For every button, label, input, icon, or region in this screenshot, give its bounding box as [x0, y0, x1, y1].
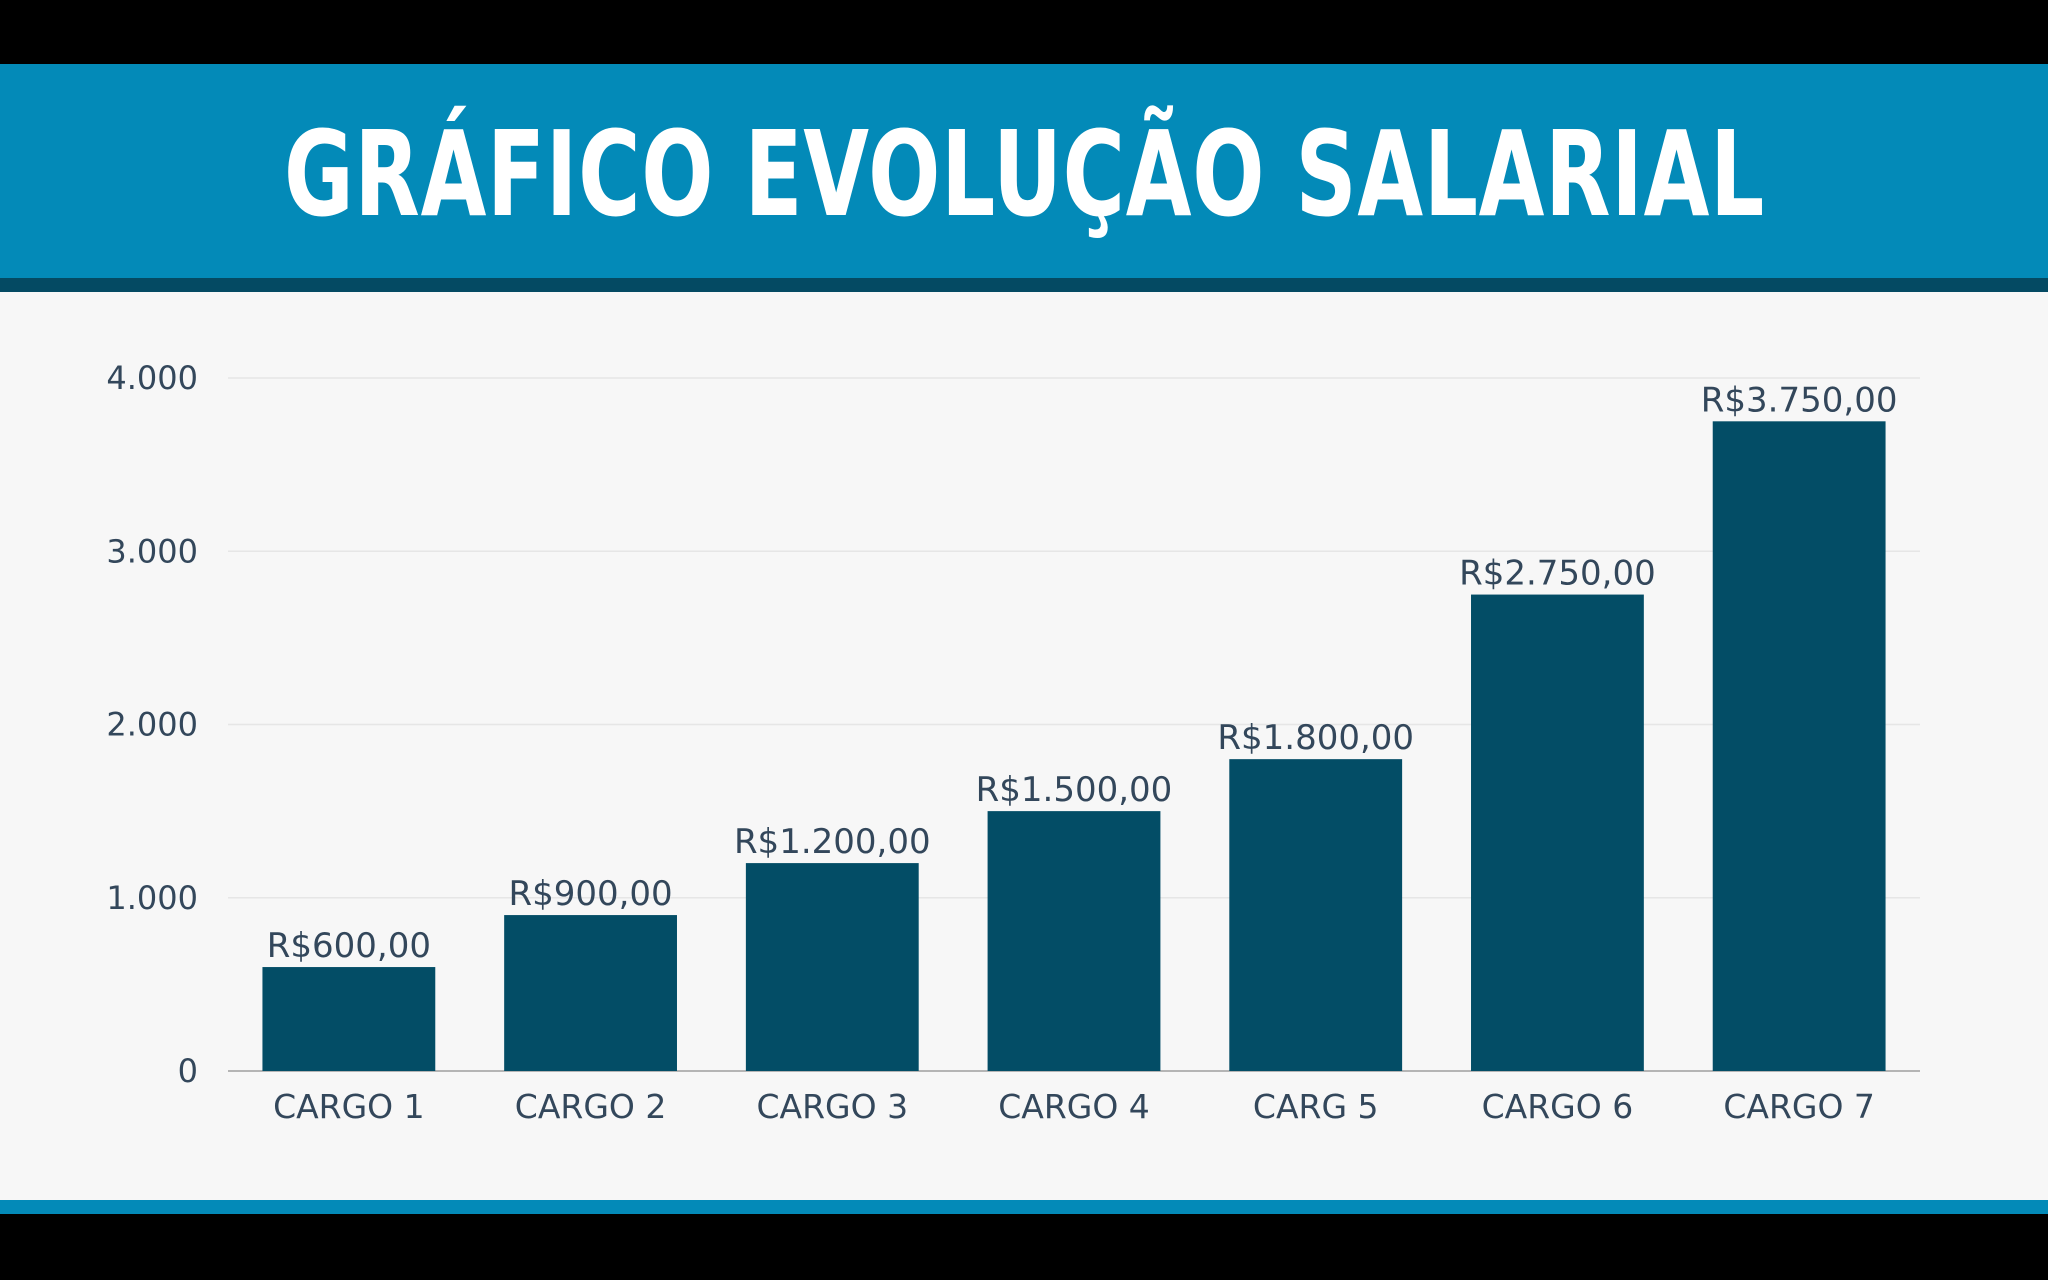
data-label: R$1.200,00 [734, 822, 931, 862]
y-tick-label: 0 [178, 1052, 198, 1090]
x-category-label: CARGO 1 [273, 1087, 425, 1126]
data-label: R$1.800,00 [1217, 718, 1414, 758]
title-banner: GRÁFICO EVOLUÇÃO SALARIAL [0, 64, 2048, 278]
data-label: R$2.750,00 [1459, 554, 1656, 594]
bar-1 [262, 967, 436, 1071]
data-label: R$1.500,00 [976, 770, 1173, 810]
data-label: R$3.750,00 [1701, 380, 1898, 420]
x-category-label: CARG 5 [1253, 1087, 1379, 1126]
data-label: R$600,00 [267, 926, 431, 966]
bar-4 [987, 811, 1161, 1071]
y-tick-label: 2.000 [106, 706, 198, 744]
data-label: R$900,00 [508, 874, 672, 914]
y-tick-label: 3.000 [106, 532, 198, 570]
chart-title: GRÁFICO EVOLUÇÃO SALARIAL [283, 105, 1765, 243]
footer-stripe [0, 1200, 2048, 1214]
bar-5 [1229, 759, 1403, 1071]
bar-6 [1471, 594, 1644, 1071]
chart-panel: 0 1.000 2.000 3.000 4.000 R$600,00 CARGO 1 R$90… [0, 292, 2048, 1200]
title-banner-stripe [0, 278, 2048, 292]
bar-7 [1712, 421, 1886, 1071]
x-category-label: CARGO 7 [1723, 1087, 1875, 1126]
y-tick-label: 4.000 [106, 359, 198, 397]
bar-3 [745, 863, 919, 1071]
x-category-label: CARGO 3 [756, 1087, 908, 1126]
x-category-label: CARGO 6 [1482, 1087, 1634, 1126]
bar-chart: 0 1.000 2.000 3.000 4.000 R$600,00 CARGO 1 R$90… [106, 359, 1920, 1126]
y-tick-label: 1.000 [106, 879, 198, 917]
x-category-label: CARGO 2 [515, 1087, 667, 1126]
x-category-label: CARGO 4 [998, 1087, 1150, 1126]
bar-2 [504, 915, 677, 1071]
